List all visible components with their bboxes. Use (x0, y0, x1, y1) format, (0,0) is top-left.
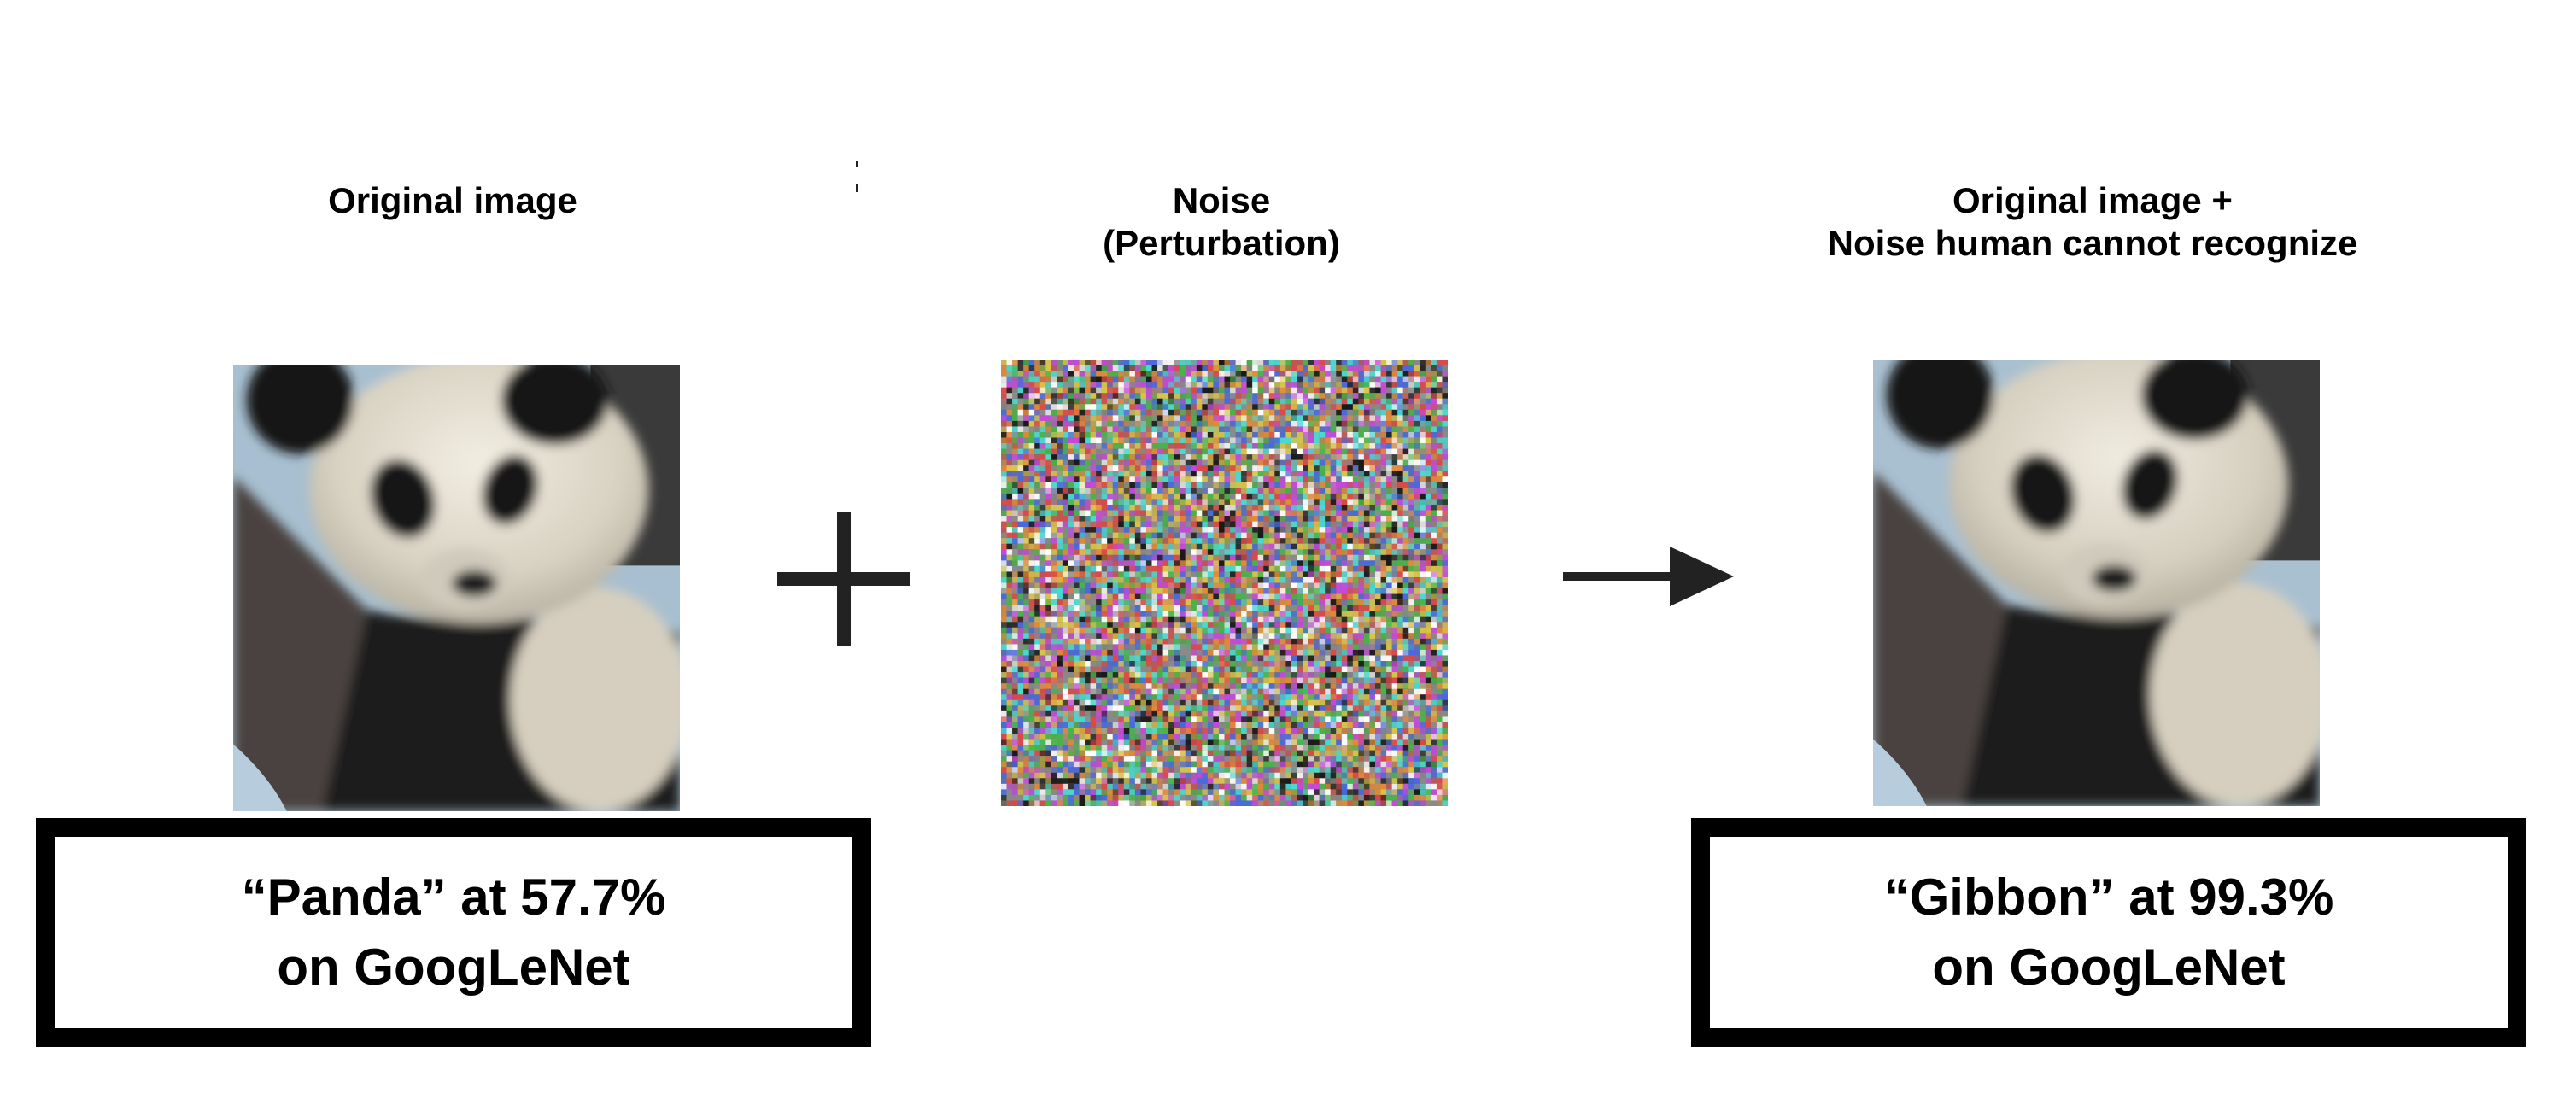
prediction-line: “Panda” at 57.7% (241, 868, 666, 926)
prediction-line: “Gibbon” at 99.3% (1883, 868, 2334, 926)
original-image-caption: Original image (196, 179, 709, 222)
caption-line: Noise human cannot recognize (1827, 223, 2358, 263)
right-arrow-icon (1563, 538, 1734, 615)
panda-prediction-box: “Panda” at 57.7% on GoogLeNet (36, 818, 871, 1047)
original-panda-image (233, 365, 680, 811)
stray-mark (856, 184, 858, 192)
plus-icon (777, 512, 910, 646)
prediction-line: on GoogLeNet (1932, 938, 2286, 996)
caption-line: (Perturbation) (1103, 223, 1340, 263)
adversarial-image-caption: Original image + Noise human cannot reco… (1742, 179, 2443, 265)
noise-caption: Noise (Perturbation) (965, 179, 1478, 265)
prediction-line: on GoogLeNet (277, 938, 630, 996)
caption-line: Original image (328, 180, 577, 220)
noise-perturbation-image (1001, 360, 1448, 806)
gibbon-prediction-box: “Gibbon” at 99.3% on GoogLeNet (1691, 818, 2526, 1047)
caption-line: Noise (1172, 180, 1271, 220)
caption-line: Original image + (1952, 180, 2233, 220)
stray-mark (856, 161, 858, 167)
adversarial-panda-image (1873, 360, 2320, 806)
